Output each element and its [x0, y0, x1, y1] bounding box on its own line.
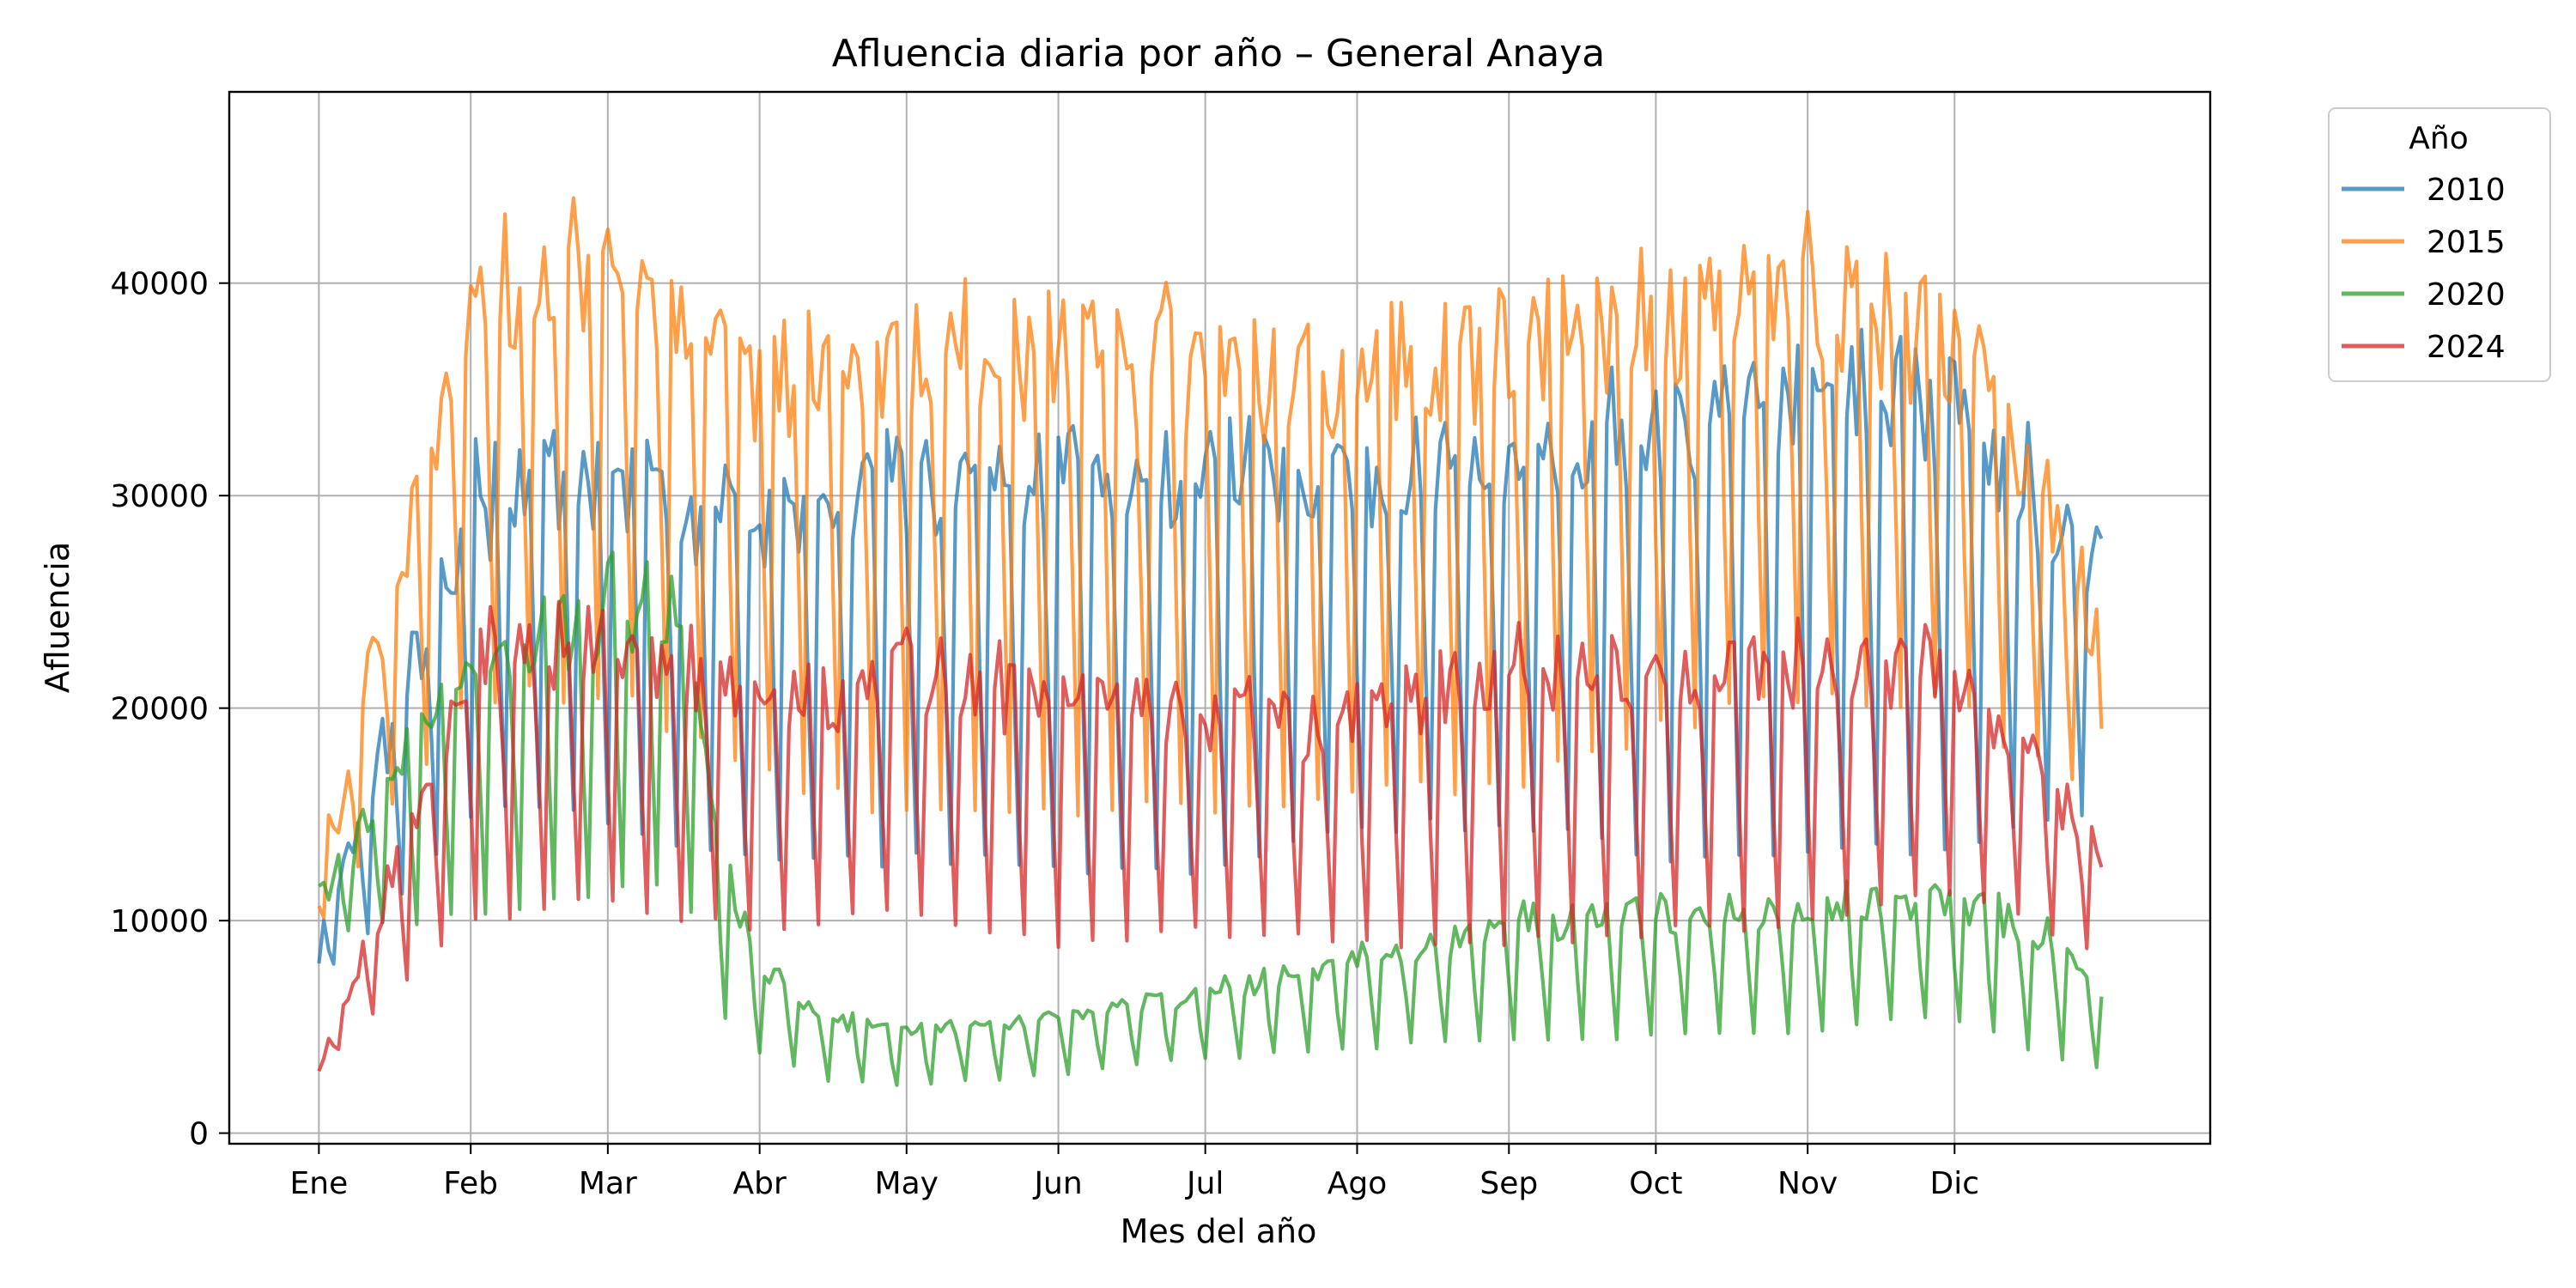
y-tick-label: 20000	[110, 692, 209, 727]
x-axis: Ene Feb Mar Abr May Jun Jul Ago Sep Oct Nov Dic	[290, 1144, 1980, 1201]
x-tick-label: Jul	[1185, 1166, 1224, 1201]
plot-frame	[228, 90, 2212, 1145]
x-tick-label: Ago	[1327, 1166, 1388, 1201]
x-tick-label: Feb	[443, 1166, 498, 1201]
x-tick-label: Mar	[579, 1166, 637, 1201]
x-tick-label: Nov	[1777, 1166, 1838, 1201]
x-axis-label: Mes del año	[1121, 1212, 1317, 1250]
legend-label-2015: 2015	[2427, 225, 2506, 260]
x-tick-label: Oct	[1629, 1166, 1682, 1201]
x-tick-label: Sep	[1479, 1166, 1538, 1201]
y-axis: 0 10000 20000 30000 40000	[110, 267, 229, 1152]
legend-label-2020: 2020	[2427, 277, 2506, 313]
x-tick-label: Abr	[733, 1166, 787, 1201]
legend: Año 2010 2015 2020 2024	[2328, 107, 2551, 382]
y-axis-label: Afluencia	[39, 542, 76, 693]
series-line-2015	[317, 196, 2104, 920]
series-line-2024	[317, 599, 2104, 1072]
x-tick-label: May	[875, 1166, 939, 1201]
x-tick-label: Jun	[1032, 1166, 1082, 1201]
y-tick-label: 10000	[110, 904, 209, 939]
legend-label-2010: 2010	[2427, 173, 2506, 208]
y-tick-label: 40000	[110, 267, 209, 302]
legend-box	[2328, 107, 2551, 382]
x-tick-label: Dic	[1930, 1166, 1980, 1201]
plot-area	[317, 196, 2104, 1087]
x-tick-label: Ene	[290, 1166, 349, 1201]
legend-label-2024: 2024	[2427, 330, 2506, 365]
y-tick-label: 0	[189, 1117, 209, 1152]
chart-title: Afluencia diaria por año – General Anaya	[832, 32, 1605, 76]
y-tick-label: 30000	[110, 479, 209, 514]
legend-title: Año	[2409, 121, 2468, 156]
